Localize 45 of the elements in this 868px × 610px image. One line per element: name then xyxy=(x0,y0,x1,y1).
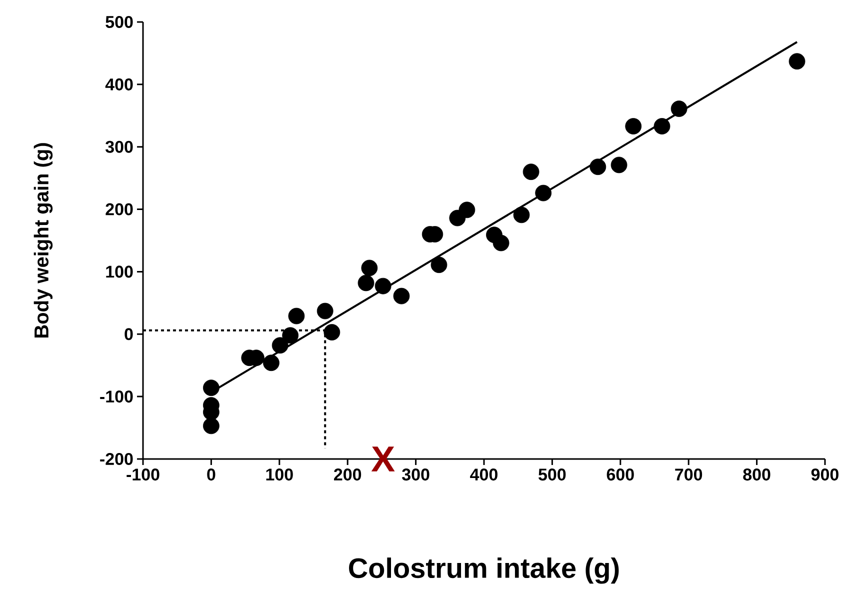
x-tick-label: 300 xyxy=(402,468,430,481)
point xyxy=(316,302,334,320)
point xyxy=(535,184,552,202)
y-tick-label: 200 xyxy=(106,203,133,216)
x-tick-label: 600 xyxy=(606,468,634,481)
y-tick-label: -100 xyxy=(100,390,133,403)
point xyxy=(430,256,448,274)
point xyxy=(492,234,510,252)
point xyxy=(513,206,530,224)
point xyxy=(272,337,288,354)
point xyxy=(358,274,374,292)
point xyxy=(393,288,410,304)
y-tick-label: 400 xyxy=(105,78,133,90)
y-tick-label: 300 xyxy=(106,140,133,153)
point xyxy=(203,380,220,396)
x-tick-label: 400 xyxy=(470,468,498,481)
x-tick-label: 900 xyxy=(811,468,838,481)
point xyxy=(590,158,606,176)
point xyxy=(610,156,628,174)
x-tick-label: 700 xyxy=(675,468,702,481)
x-tick-label: 200 xyxy=(334,468,362,481)
x-tick-label: 500 xyxy=(538,468,566,481)
x-tick-label: 800 xyxy=(743,468,770,481)
x-axis-title: Colostrum intake (g) xyxy=(349,558,619,584)
x-tick-label: 100 xyxy=(266,468,293,481)
point xyxy=(670,100,688,117)
y-axis-title: Body weight gain (g) xyxy=(34,143,53,338)
x-tick-label: -100 xyxy=(126,468,160,481)
point xyxy=(522,164,540,180)
point xyxy=(458,202,476,218)
point xyxy=(788,53,806,70)
point xyxy=(282,327,299,344)
point xyxy=(324,324,340,340)
point xyxy=(625,118,642,134)
y-tick-label: 500 xyxy=(106,16,133,28)
point xyxy=(654,118,670,134)
point xyxy=(374,278,392,294)
point xyxy=(203,418,220,434)
y-tick-label: 0 xyxy=(124,328,133,340)
point xyxy=(263,354,280,372)
point xyxy=(288,308,305,324)
x-tick-label: 0 xyxy=(207,468,216,481)
point xyxy=(361,260,378,276)
y-tick-label: -200 xyxy=(100,452,133,466)
y-tick-label: 100 xyxy=(106,266,133,278)
